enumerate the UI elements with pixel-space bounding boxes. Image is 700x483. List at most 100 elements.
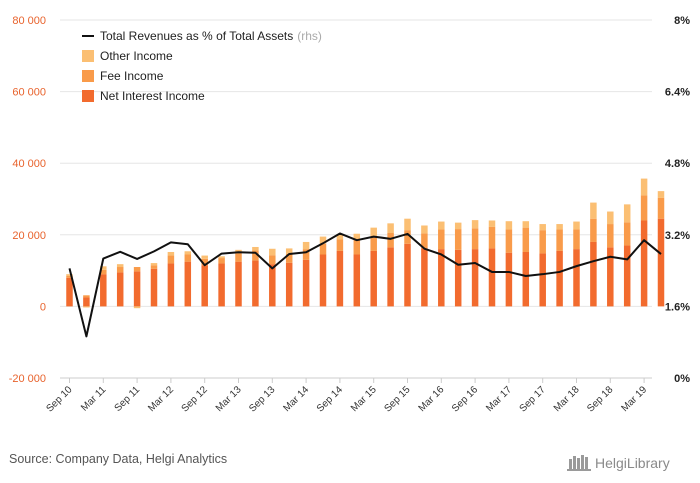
bar-other-income bbox=[404, 218, 411, 231]
legend-color-swatch bbox=[82, 50, 94, 62]
legend-item: Other Income bbox=[82, 49, 173, 63]
bar-fee-income bbox=[573, 229, 580, 250]
brand-name: HelgiLibrary bbox=[595, 455, 670, 471]
bar-net-interest-income bbox=[133, 271, 141, 307]
bar-net-interest-income bbox=[573, 249, 580, 307]
bar-net-interest-income bbox=[488, 248, 496, 307]
bar-other-income bbox=[252, 246, 259, 251]
bar-net-interest-income bbox=[201, 265, 208, 307]
bar-other-income bbox=[302, 241, 310, 250]
bar-net-interest-income bbox=[539, 253, 546, 307]
x-axis-tick-label: Mar 14 bbox=[281, 384, 311, 414]
bar-fee-income bbox=[505, 229, 513, 253]
bar-fee-income bbox=[353, 240, 361, 255]
bar-fee-income bbox=[150, 265, 158, 269]
bar-net-interest-income bbox=[438, 249, 445, 307]
legend: Total Revenues as % of Total Assets (rhs)… bbox=[82, 29, 322, 103]
bar-fee-income bbox=[218, 258, 225, 264]
legend-label: Other Income bbox=[100, 49, 173, 63]
bar-net-interest-income bbox=[116, 272, 124, 307]
legend-label: Total Revenues as % of Total Assets (rhs) bbox=[100, 29, 322, 43]
bar-other-income bbox=[471, 220, 479, 229]
x-axis-tick-label: Sep 13 bbox=[247, 384, 277, 414]
bar-net-interest-income bbox=[421, 248, 428, 307]
legend-label: Net Interest Income bbox=[100, 89, 205, 103]
bar-fee-income bbox=[167, 255, 175, 264]
bar-other-income bbox=[133, 306, 141, 309]
bar-fee-income bbox=[471, 228, 479, 250]
bar-fee-income bbox=[252, 250, 259, 261]
left-axis-tick-label: 40 000 bbox=[12, 158, 46, 170]
bar-net-interest-income bbox=[640, 220, 648, 307]
bar-net-interest-income bbox=[83, 297, 90, 307]
bar-other-income bbox=[218, 256, 225, 259]
bar-fee-income bbox=[336, 239, 344, 251]
bar-fee-income bbox=[370, 236, 377, 251]
x-axis-tick-label: Sep 14 bbox=[315, 384, 345, 414]
bar-fee-income bbox=[83, 295, 90, 298]
bar-other-income bbox=[66, 274, 73, 276]
x-axis-tick-label: Sep 11 bbox=[113, 384, 143, 414]
bar-other-income bbox=[269, 248, 276, 256]
bar-other-income bbox=[100, 266, 107, 270]
x-axis-tick-label: Sep 12 bbox=[180, 384, 210, 414]
bar-series bbox=[66, 178, 665, 309]
bar-fee-income bbox=[319, 243, 327, 255]
right-axis-tick-label: 8% bbox=[674, 15, 690, 27]
bar-other-income bbox=[488, 220, 496, 227]
bar-other-income bbox=[573, 221, 580, 230]
bar-other-income bbox=[522, 221, 530, 228]
bar-fee-income bbox=[116, 267, 124, 273]
bar-net-interest-income bbox=[404, 243, 411, 307]
bar-fee-income bbox=[539, 230, 546, 254]
bar-net-interest-income bbox=[285, 262, 293, 307]
bar-other-income bbox=[167, 251, 175, 256]
left-axis-tick-label: -20 000 bbox=[9, 373, 46, 385]
right-axis-tick-label: 0% bbox=[674, 373, 690, 385]
gridlines bbox=[60, 19, 652, 307]
bar-fee-income bbox=[269, 255, 276, 265]
legend-item: Net Interest Income bbox=[82, 89, 205, 103]
x-axis-tick-label: Mar 18 bbox=[552, 384, 582, 414]
bar-other-income bbox=[353, 233, 361, 241]
bar-other-income bbox=[150, 263, 158, 266]
bar-fee-income bbox=[133, 267, 141, 272]
bar-fee-income bbox=[421, 233, 428, 249]
bar-net-interest-income bbox=[370, 250, 377, 307]
bar-net-interest-income bbox=[387, 247, 394, 307]
bar-net-interest-income bbox=[657, 218, 665, 307]
bar-fee-income bbox=[302, 249, 310, 260]
bar-net-interest-income bbox=[302, 259, 310, 307]
legend-label: Fee Income bbox=[100, 69, 164, 83]
bar-net-interest-income bbox=[522, 251, 530, 307]
bar-other-income bbox=[539, 224, 546, 231]
bar-fee-income bbox=[556, 229, 563, 251]
bar-fee-income bbox=[454, 229, 462, 250]
bar-other-income bbox=[454, 222, 462, 230]
bar-fee-income bbox=[100, 269, 107, 275]
x-axis-tick-label: Mar 17 bbox=[484, 384, 514, 414]
bar-other-income bbox=[319, 236, 327, 244]
bar-fee-income bbox=[488, 226, 496, 249]
bar-other-income bbox=[640, 178, 648, 196]
bar-net-interest-income bbox=[269, 264, 276, 307]
legend-item: Fee Income bbox=[82, 69, 164, 83]
bar-other-income bbox=[556, 224, 563, 230]
x-axis-tick-label: Sep 16 bbox=[450, 384, 480, 414]
bar-other-income bbox=[590, 202, 597, 219]
bar-net-interest-income bbox=[235, 261, 242, 307]
bar-fee-income bbox=[640, 195, 648, 221]
bar-fee-income bbox=[387, 233, 394, 248]
bar-net-interest-income bbox=[336, 250, 344, 307]
x-axis-tick-label: Mar 13 bbox=[214, 384, 244, 414]
brand-logo: HelgiLibrary bbox=[567, 455, 670, 471]
legend-item: Total Revenues as % of Total Assets (rhs) bbox=[82, 29, 322, 43]
bar-fee-income bbox=[657, 197, 665, 219]
line-series bbox=[68, 232, 662, 338]
bar-other-income bbox=[336, 234, 344, 240]
bar-other-income bbox=[387, 223, 394, 234]
bar-other-income bbox=[657, 191, 665, 198]
bar-fee-income bbox=[522, 227, 530, 252]
bar-fee-income bbox=[623, 222, 631, 246]
